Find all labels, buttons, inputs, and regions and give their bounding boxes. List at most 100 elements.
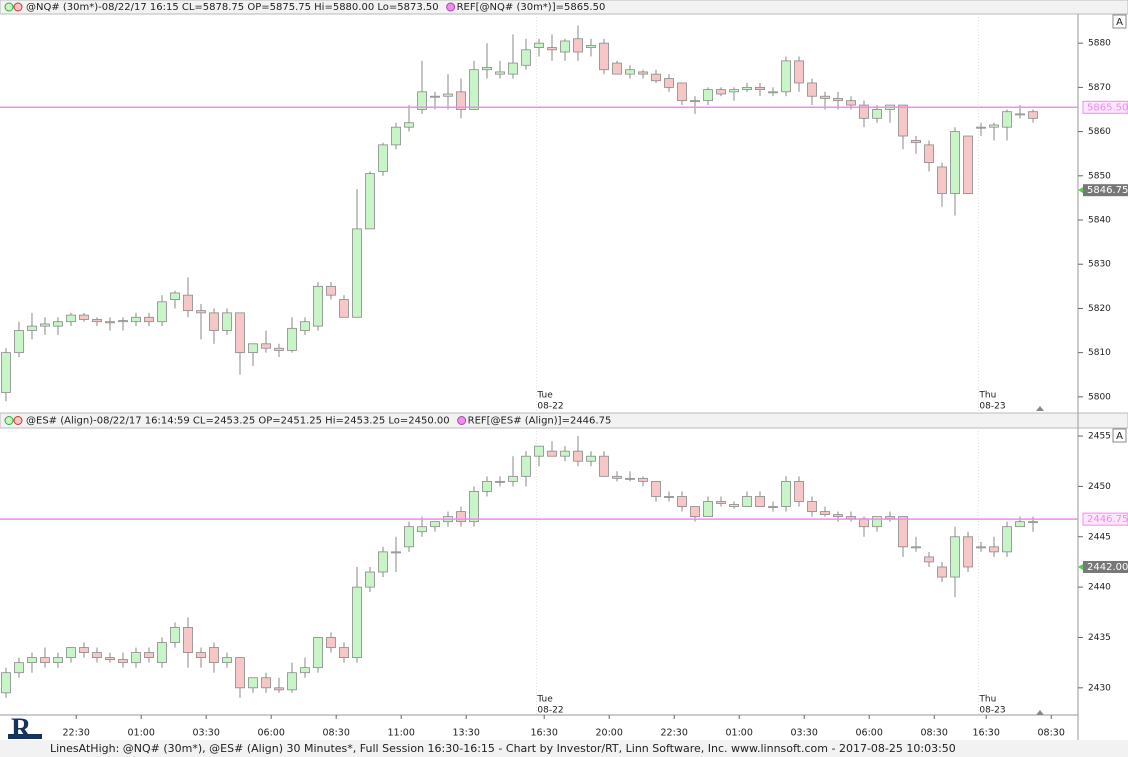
candle-body — [937, 166, 947, 194]
scale-button-label: A — [1116, 17, 1123, 28]
candle-body — [820, 511, 830, 516]
candle-body — [456, 91, 466, 110]
candle-body — [872, 109, 882, 119]
ref-label-box — [1082, 512, 1128, 526]
candle-body — [378, 144, 388, 172]
last-price-box — [1083, 560, 1128, 573]
candle-body — [833, 514, 843, 518]
candle-body — [794, 480, 804, 502]
chart-title: @ES# (Align)-08/22/17 16:14:59 CL=2453.2… — [26, 416, 450, 427]
logo-bar — [8, 734, 42, 739]
candle-body — [807, 501, 817, 512]
candle-body — [14, 662, 24, 674]
candle-body — [261, 677, 271, 689]
candle-body — [560, 450, 570, 457]
candle-body — [170, 292, 180, 300]
candle-body — [898, 104, 908, 137]
candle-body — [92, 319, 102, 323]
candle-body — [105, 321, 115, 324]
candle-body — [469, 69, 479, 110]
candle-body — [963, 536, 973, 568]
candle-body — [417, 526, 427, 533]
candle-body — [92, 652, 102, 659]
x-tick-label: 22:30 — [661, 728, 688, 739]
last-price-label: 5846.75 — [1087, 185, 1128, 196]
day-label: Thu — [978, 695, 996, 705]
candle-body — [521, 49, 531, 66]
candle-body — [599, 42, 609, 71]
candle-body — [183, 294, 193, 312]
candle-body — [365, 571, 375, 588]
day-label: Tue — [536, 391, 553, 401]
candle-body — [352, 228, 362, 318]
y-tick-label: 2455 — [1088, 432, 1111, 442]
x-tick-label: 22:30 — [62, 728, 89, 739]
candle-body — [807, 82, 817, 97]
candle-body — [781, 60, 791, 93]
candle-body — [989, 546, 999, 553]
candle-body — [196, 652, 206, 659]
candle-body — [430, 95, 440, 98]
y-tick-label: 5880 — [1088, 39, 1111, 49]
candle-body — [118, 320, 128, 323]
candle-body — [222, 312, 232, 331]
candle-body — [53, 321, 63, 327]
candle-body — [287, 672, 297, 691]
series-icon — [4, 416, 14, 425]
candle-body — [911, 546, 921, 549]
last-price-pointer — [1078, 187, 1083, 194]
candle-body — [833, 98, 843, 102]
candle-body — [963, 135, 973, 194]
x-tick-label: 16:30 — [531, 728, 558, 739]
candle-body — [235, 312, 245, 354]
candle-body — [547, 450, 557, 457]
candle-body — [781, 480, 791, 507]
candle-body — [859, 104, 869, 119]
candle-body — [976, 126, 986, 129]
y-tick-label: 5870 — [1088, 83, 1111, 93]
footer-bar — [0, 740, 1128, 757]
bar-marker — [1036, 710, 1044, 715]
ref-label: 5865.50 — [1087, 102, 1128, 113]
candle-body — [547, 47, 557, 51]
candle-body — [1015, 113, 1025, 116]
footer-text: LinesAtHigh: @NQ# (30m*), @ES# (Align) 3… — [50, 742, 956, 755]
candle-body — [378, 551, 388, 573]
candle-body — [79, 314, 89, 320]
candle-body — [950, 131, 960, 194]
candle-body — [27, 657, 37, 664]
candle-body — [274, 687, 284, 691]
candle-body — [664, 78, 674, 88]
candle-body — [118, 659, 128, 664]
candle-body — [417, 91, 427, 110]
candle-body — [1028, 521, 1038, 524]
candle-body — [261, 343, 271, 349]
date-label: 08-23 — [979, 706, 1005, 716]
candle-body — [170, 626, 180, 643]
candle-body — [313, 285, 323, 327]
date-label: 08-23 — [979, 402, 1005, 412]
ref-icon — [446, 2, 456, 12]
candle-body — [586, 455, 596, 462]
candle-body — [638, 477, 648, 482]
x-tick-label: 06:00 — [856, 728, 883, 739]
date-label: 08-22 — [537, 706, 563, 716]
candle-body — [157, 642, 167, 664]
candle-body — [144, 316, 154, 323]
y-tick-label: 2445 — [1088, 532, 1111, 542]
candle-body — [989, 124, 999, 128]
candle-body — [482, 480, 492, 492]
candle-body — [144, 652, 154, 659]
candle-body — [677, 82, 687, 102]
candle-body — [898, 516, 908, 548]
candle-body — [430, 521, 440, 528]
candle-body — [300, 667, 310, 674]
candle-body — [937, 566, 947, 578]
candle-body — [794, 60, 804, 84]
candle-body — [846, 516, 856, 520]
candle-body — [248, 343, 258, 354]
candle-body — [729, 89, 739, 93]
day-label: Tue — [536, 695, 553, 705]
y-tick-label: 5840 — [1088, 216, 1111, 226]
